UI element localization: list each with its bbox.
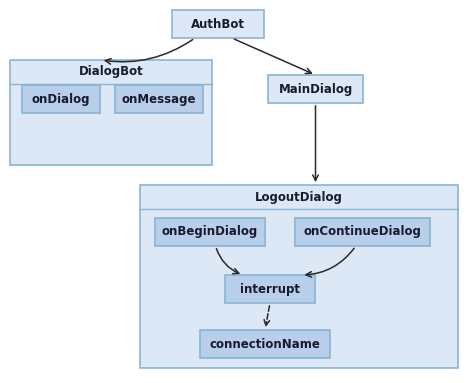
FancyBboxPatch shape — [155, 218, 265, 246]
FancyBboxPatch shape — [295, 218, 430, 246]
Text: connectionName: connectionName — [210, 337, 321, 350]
Text: MainDialog: MainDialog — [278, 82, 352, 95]
FancyBboxPatch shape — [140, 185, 458, 368]
Text: onMessage: onMessage — [122, 93, 196, 105]
Text: interrupt: interrupt — [240, 283, 300, 296]
FancyBboxPatch shape — [225, 275, 315, 303]
Text: AuthBot: AuthBot — [191, 18, 245, 31]
FancyBboxPatch shape — [172, 10, 264, 38]
Text: onBeginDialog: onBeginDialog — [162, 226, 258, 239]
Text: onContinueDialog: onContinueDialog — [304, 226, 422, 239]
Text: LogoutDialog: LogoutDialog — [255, 190, 343, 203]
Text: DialogBot: DialogBot — [79, 65, 143, 79]
FancyBboxPatch shape — [115, 85, 203, 113]
FancyBboxPatch shape — [22, 85, 100, 113]
FancyBboxPatch shape — [200, 330, 330, 358]
Text: onDialog: onDialog — [32, 93, 90, 105]
FancyBboxPatch shape — [10, 60, 212, 165]
FancyBboxPatch shape — [268, 75, 363, 103]
